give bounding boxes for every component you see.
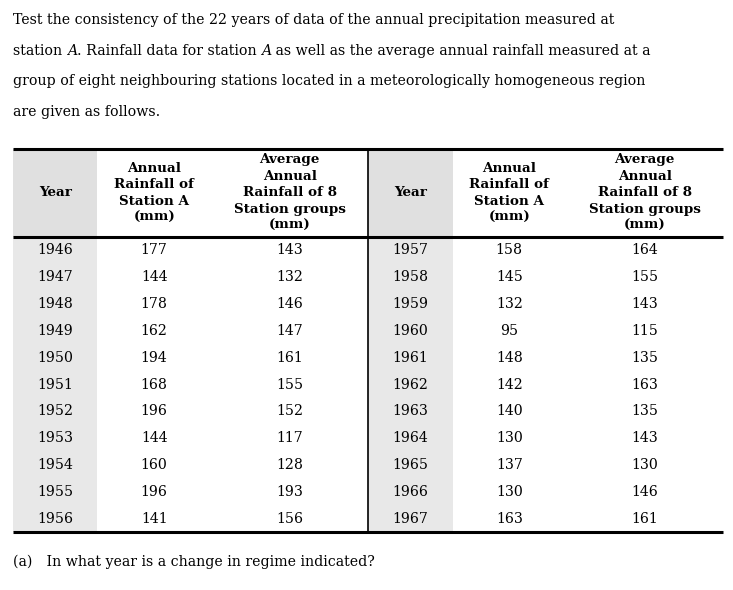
Text: 144: 144 (141, 270, 167, 284)
Text: 142: 142 (496, 378, 523, 392)
Text: 1946: 1946 (37, 243, 73, 257)
Text: 168: 168 (141, 378, 168, 392)
Text: 130: 130 (631, 458, 658, 472)
Text: Year: Year (394, 186, 427, 199)
Text: 193: 193 (276, 485, 303, 499)
Text: Test the consistency of the 22 years of data of the annual precipitation measure: Test the consistency of the 22 years of … (13, 13, 614, 27)
Text: 145: 145 (496, 270, 523, 284)
Text: 155: 155 (631, 270, 658, 284)
Text: 1964: 1964 (393, 431, 428, 445)
Text: 146: 146 (276, 297, 303, 311)
Text: 1950: 1950 (37, 350, 73, 365)
Text: 117: 117 (276, 431, 303, 445)
Text: 115: 115 (631, 324, 658, 338)
Text: 163: 163 (631, 378, 658, 392)
Text: are given as follows.: are given as follows. (13, 105, 161, 119)
Text: 162: 162 (141, 324, 168, 338)
Text: A: A (261, 44, 271, 58)
Text: 144: 144 (141, 431, 167, 445)
Text: group of eight neighbouring stations located in a meteorologically homogeneous r: group of eight neighbouring stations loc… (13, 74, 646, 88)
Text: 130: 130 (496, 485, 523, 499)
Text: Year: Year (39, 186, 72, 199)
Text: Annual
Rainfall of
Station A
(mm): Annual Rainfall of Station A (mm) (114, 162, 194, 224)
Text: 147: 147 (276, 324, 303, 338)
Text: 194: 194 (141, 350, 168, 365)
Text: 137: 137 (496, 458, 523, 472)
Text: 1957: 1957 (392, 243, 428, 257)
Text: 1954: 1954 (37, 458, 73, 472)
Text: 128: 128 (276, 458, 303, 472)
Text: 155: 155 (276, 378, 303, 392)
Text: 1951: 1951 (37, 378, 73, 392)
Text: 1959: 1959 (392, 297, 428, 311)
Text: 164: 164 (631, 243, 658, 257)
Text: 1961: 1961 (393, 350, 428, 365)
Text: 1949: 1949 (37, 324, 73, 338)
Text: . Rainfall data for station: . Rainfall data for station (77, 44, 261, 58)
Text: Average
Annual
Rainfall of 8
Station groups
(mm): Average Annual Rainfall of 8 Station gro… (234, 153, 345, 232)
Text: as well as the average annual rainfall measured at a: as well as the average annual rainfall m… (271, 44, 651, 58)
Text: 178: 178 (141, 297, 168, 311)
Text: 1967: 1967 (392, 512, 428, 526)
Text: 146: 146 (631, 485, 658, 499)
Text: 1948: 1948 (37, 297, 73, 311)
Text: 132: 132 (276, 270, 303, 284)
Text: 196: 196 (141, 404, 168, 418)
Text: 130: 130 (496, 431, 523, 445)
Text: station: station (13, 44, 67, 58)
Text: 163: 163 (496, 512, 523, 526)
Text: 1955: 1955 (37, 485, 73, 499)
Text: (a) In what year is a change in regime indicated?: (a) In what year is a change in regime i… (13, 555, 375, 569)
Text: 148: 148 (496, 350, 523, 365)
Text: 143: 143 (631, 297, 658, 311)
Text: 196: 196 (141, 485, 168, 499)
Text: 95: 95 (500, 324, 518, 338)
Text: 1962: 1962 (392, 378, 428, 392)
Text: 1960: 1960 (392, 324, 428, 338)
Text: 161: 161 (276, 350, 303, 365)
Text: 143: 143 (276, 243, 303, 257)
Text: 160: 160 (141, 458, 168, 472)
Text: 135: 135 (631, 350, 658, 365)
Text: Average
Annual
Rainfall of 8
Station groups
(mm): Average Annual Rainfall of 8 Station gro… (589, 153, 701, 232)
Text: 143: 143 (631, 431, 658, 445)
Text: 152: 152 (276, 404, 303, 418)
Text: 140: 140 (496, 404, 523, 418)
Text: 1956: 1956 (37, 512, 73, 526)
Text: 177: 177 (141, 243, 168, 257)
Text: Annual
Rainfall of
Station A
(mm): Annual Rainfall of Station A (mm) (469, 162, 549, 224)
Text: 1958: 1958 (392, 270, 428, 284)
Text: 1952: 1952 (37, 404, 73, 418)
Text: 1963: 1963 (392, 404, 428, 418)
Text: 1965: 1965 (392, 458, 428, 472)
Text: A: A (67, 44, 77, 58)
Text: 141: 141 (141, 512, 167, 526)
Text: 161: 161 (631, 512, 658, 526)
Text: 1947: 1947 (37, 270, 73, 284)
Text: 135: 135 (631, 404, 658, 418)
Text: 1966: 1966 (392, 485, 428, 499)
Text: 158: 158 (496, 243, 523, 257)
Text: 156: 156 (276, 512, 303, 526)
Text: 132: 132 (496, 297, 523, 311)
Text: 1953: 1953 (37, 431, 73, 445)
